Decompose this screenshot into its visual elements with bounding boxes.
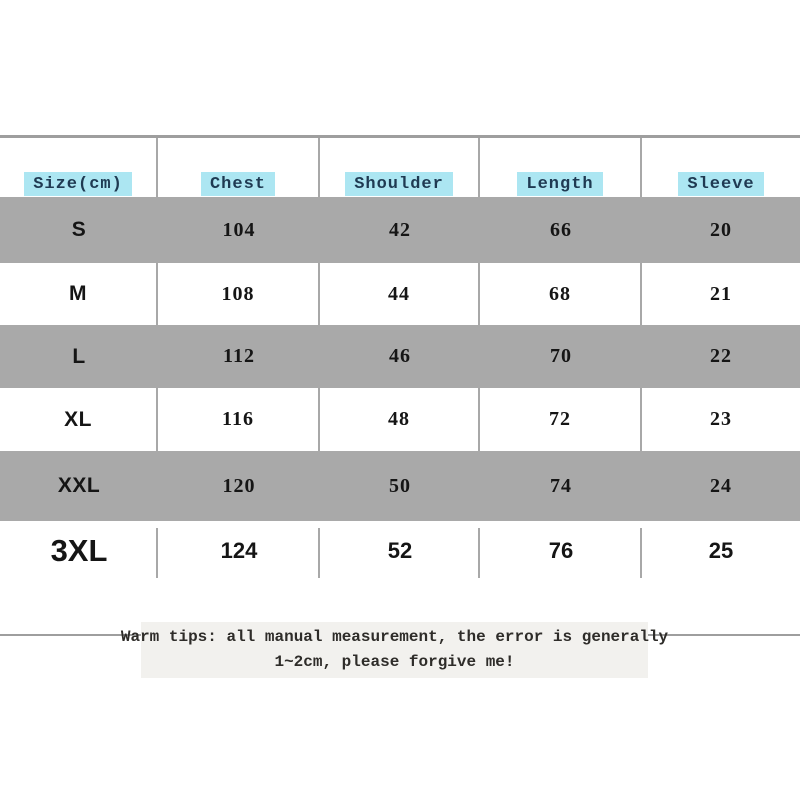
note-flank-line-left xyxy=(0,634,141,636)
length-cell: 74 xyxy=(480,451,642,521)
sleeve-value: 21 xyxy=(710,282,732,305)
size-label: XL xyxy=(64,407,92,431)
size-cell: S xyxy=(0,197,158,263)
shoulder-value: 50 xyxy=(389,474,411,497)
column-divider xyxy=(156,528,158,578)
column-header-sleeve: Sleeve xyxy=(678,172,764,196)
header-cell-sleeve: Sleeve xyxy=(642,138,800,197)
shoulder-cell: 46 xyxy=(320,325,480,388)
column-divider xyxy=(478,528,480,578)
table-row-m: M 108 44 68 21 xyxy=(0,263,800,325)
length-cell: 72 xyxy=(480,388,642,451)
header-cell-shoulder: Shoulder xyxy=(320,138,480,197)
shoulder-cell: 48 xyxy=(320,388,480,451)
note-flank-line-right xyxy=(648,634,800,636)
size-label: 3XL xyxy=(50,533,108,568)
chest-value: 112 xyxy=(223,345,255,367)
sleeve-cell: 21 xyxy=(642,263,800,325)
table-row-s: S 104 42 66 20 xyxy=(0,197,800,263)
sleeve-cell: 22 xyxy=(642,325,800,388)
sleeve-cell: 23 xyxy=(642,388,800,451)
header-cell-length: Length xyxy=(480,138,642,197)
table-row-xxl: XXL 120 50 74 24 xyxy=(0,451,800,521)
size-cell: 3XL xyxy=(0,521,158,581)
sleeve-cell: 25 xyxy=(642,521,800,581)
header-cell-chest: Chest xyxy=(158,138,320,197)
shoulder-cell: 42 xyxy=(320,197,480,263)
chest-cell: 108 xyxy=(158,263,320,325)
warm-tips-line-1: Warm tips: all manual measurement, the e… xyxy=(120,628,669,646)
column-header-chest: Chest xyxy=(200,172,275,196)
length-value: 70 xyxy=(550,345,572,367)
column-divider xyxy=(318,528,320,578)
header-cell-size: Size(cm) xyxy=(0,138,158,197)
chest-value: 108 xyxy=(221,282,255,305)
shoulder-value: 52 xyxy=(387,538,413,563)
chest-cell: 116 xyxy=(158,388,320,451)
length-value: 66 xyxy=(550,218,572,241)
length-cell: 70 xyxy=(480,325,642,388)
size-label: L xyxy=(72,344,86,368)
sleeve-cell: 24 xyxy=(642,451,800,521)
chest-cell: 120 xyxy=(158,451,320,521)
sleeve-value: 22 xyxy=(710,345,732,367)
sleeve-value: 20 xyxy=(710,218,732,241)
length-value: 68 xyxy=(549,282,571,305)
chest-value: 104 xyxy=(222,218,256,241)
chest-value: 124 xyxy=(220,538,258,563)
warm-tips-note: Warm tips: all manual measurement, the e… xyxy=(121,622,668,678)
shoulder-cell: 50 xyxy=(320,451,480,521)
column-header-shoulder: Shoulder xyxy=(345,172,453,196)
table-top-border xyxy=(0,135,800,138)
sleeve-value: 23 xyxy=(710,408,732,430)
column-header-length: Length xyxy=(517,172,603,196)
length-value: 76 xyxy=(548,538,574,563)
size-cell: XXL xyxy=(0,451,158,521)
shoulder-value: 44 xyxy=(388,282,410,305)
chest-value: 116 xyxy=(222,408,254,430)
shoulder-cell: 44 xyxy=(320,263,480,325)
shoulder-value: 46 xyxy=(389,345,411,367)
sleeve-cell: 20 xyxy=(642,197,800,263)
length-cell: 76 xyxy=(480,521,642,581)
sleeve-value: 24 xyxy=(710,474,732,497)
size-cell: XL xyxy=(0,388,158,451)
shoulder-cell: 52 xyxy=(320,521,480,581)
column-header-size: Size(cm) xyxy=(24,172,132,196)
table-row-l: L 112 46 70 22 xyxy=(0,325,800,388)
shoulder-value: 42 xyxy=(389,218,411,241)
chest-cell: 124 xyxy=(158,521,320,581)
length-cell: 66 xyxy=(480,197,642,263)
size-cell: M xyxy=(0,263,158,325)
chest-cell: 112 xyxy=(158,325,320,388)
table-header-row: Size(cm) Chest Shoulder Length Sleeve xyxy=(0,138,800,197)
table-row-3xl: 3XL 124 52 76 25 xyxy=(0,521,800,581)
chest-cell: 104 xyxy=(158,197,320,263)
column-divider xyxy=(640,528,642,578)
table-row-xl: XL 116 48 72 23 xyxy=(0,388,800,451)
size-label: S xyxy=(71,218,87,241)
warm-tips-line-2: 1~2cm, please forgive me! xyxy=(274,653,515,671)
sleeve-value: 25 xyxy=(708,538,734,563)
size-label: XXL xyxy=(57,474,101,497)
chest-value: 120 xyxy=(222,474,256,497)
length-value: 74 xyxy=(550,474,572,497)
length-value: 72 xyxy=(549,408,571,430)
shoulder-value: 48 xyxy=(388,408,410,430)
size-label: M xyxy=(69,282,87,305)
size-cell: L xyxy=(0,325,158,388)
length-cell: 68 xyxy=(480,263,642,325)
